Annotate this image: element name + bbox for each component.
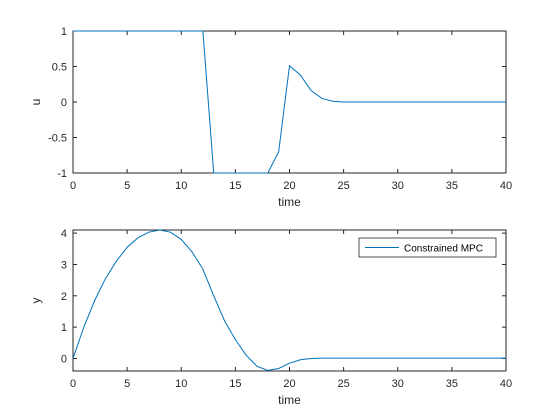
x-tick-label: 35 <box>446 180 458 192</box>
subplot-y: 0 5 10 15 20 25 30 35 40 0 1 2 3 4 time y Constraine… <box>29 228 512 407</box>
x-tick-label: 20 <box>283 180 295 192</box>
x-tick-label: 15 <box>229 180 241 192</box>
x-axis-label-y: time <box>278 393 301 407</box>
y-tick-label: 3 <box>61 259 67 271</box>
x-tick-label: 35 <box>446 378 458 390</box>
y-tick-label: -0.5 <box>48 133 67 145</box>
x-tick-label: 40 <box>500 378 512 390</box>
y-ticks-u: -1 -0.5 0 0.5 1 <box>48 26 506 180</box>
subplot-u: 0 5 10 15 20 25 30 35 40 -1 -0.5 0 0.5 1 time u <box>29 26 512 209</box>
x-tick-label: 15 <box>229 378 241 390</box>
series-line-y <box>72 229 506 371</box>
x-tick-label: 5 <box>124 378 130 390</box>
x-axis-label-u: time <box>278 195 301 209</box>
legend-entry-label: Constrained MPC <box>404 244 483 255</box>
y-tick-label: -1 <box>57 168 67 180</box>
y-tick-label: 0 <box>61 353 67 365</box>
x-tick-label: 10 <box>175 180 187 192</box>
y-axis-label-u: u <box>29 99 43 106</box>
legend-box <box>358 237 497 258</box>
x-tick-label: 10 <box>175 378 187 390</box>
x-tick-label: 5 <box>124 180 130 192</box>
y-axis-label-y: y <box>29 298 43 304</box>
x-tick-label: 0 <box>70 180 76 192</box>
series-line-u <box>73 30 506 174</box>
y-ticks-y: 0 1 2 3 4 <box>61 228 506 365</box>
y-tick-label: 1 <box>61 322 67 334</box>
x-tick-label: 25 <box>338 180 350 192</box>
x-tick-label: 25 <box>338 378 350 390</box>
x-ticks-u: 0 5 10 15 20 25 30 35 40 <box>70 31 512 192</box>
legend: Constrained MPC <box>358 237 497 258</box>
x-tick-label: 0 <box>70 378 76 390</box>
y-tick-label: 0.5 <box>52 62 67 74</box>
y-tick-label: 0 <box>61 97 67 109</box>
x-tick-label: 20 <box>283 378 295 390</box>
x-tick-label: 30 <box>392 378 404 390</box>
y-tick-label: 4 <box>61 228 67 240</box>
y-tick-label: 1 <box>61 26 67 38</box>
y-tick-label: 2 <box>61 291 67 303</box>
x-tick-label: 30 <box>392 180 404 192</box>
x-tick-label: 40 <box>500 180 512 192</box>
x-ticks-y: 0 5 10 15 20 25 30 35 40 <box>70 230 512 390</box>
